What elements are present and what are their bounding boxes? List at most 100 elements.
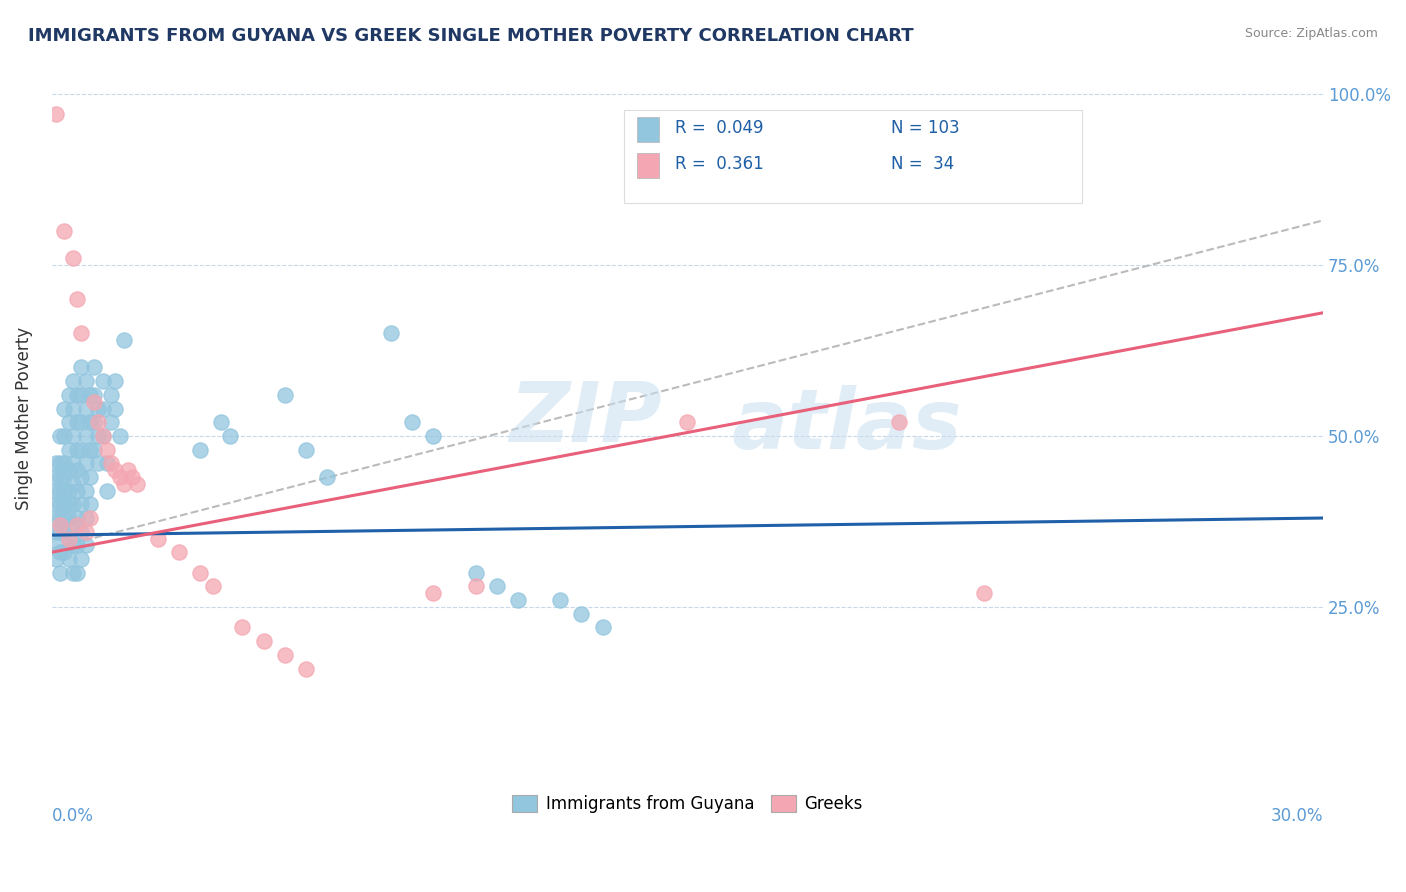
Point	[485, 579, 508, 593]
Point	[70, 415, 93, 429]
Point	[66, 292, 89, 306]
Point	[49, 545, 72, 559]
Point	[45, 483, 67, 498]
Point	[53, 524, 76, 539]
Point	[58, 532, 80, 546]
Point	[422, 429, 444, 443]
Point	[58, 388, 80, 402]
Text: ZIP: ZIP	[509, 378, 662, 459]
Point	[75, 401, 97, 416]
Point	[201, 579, 224, 593]
Point	[45, 470, 67, 484]
Point	[70, 497, 93, 511]
Point	[295, 661, 318, 675]
Point	[58, 463, 80, 477]
Point	[146, 532, 169, 546]
Point	[592, 620, 614, 634]
Point	[79, 511, 101, 525]
Point	[49, 429, 72, 443]
Point	[53, 497, 76, 511]
Point	[49, 456, 72, 470]
Point	[167, 545, 190, 559]
Point	[188, 566, 211, 580]
Point	[108, 470, 131, 484]
Point	[66, 483, 89, 498]
Point	[91, 401, 114, 416]
Point	[58, 483, 80, 498]
Point	[70, 552, 93, 566]
Text: IMMIGRANTS FROM GUYANA VS GREEK SINGLE MOTHER POVERTY CORRELATION CHART: IMMIGRANTS FROM GUYANA VS GREEK SINGLE M…	[28, 27, 914, 45]
Point	[83, 394, 105, 409]
Point	[889, 415, 911, 429]
Point	[125, 476, 148, 491]
Point	[108, 429, 131, 443]
Point	[66, 517, 89, 532]
Point	[49, 483, 72, 498]
Point	[53, 224, 76, 238]
Point	[464, 566, 486, 580]
Point	[70, 326, 93, 341]
Point	[87, 415, 110, 429]
Point	[112, 476, 135, 491]
Point	[79, 388, 101, 402]
Point	[100, 388, 122, 402]
Point	[49, 497, 72, 511]
Point	[53, 545, 76, 559]
Point	[45, 511, 67, 525]
Point	[75, 483, 97, 498]
Point	[45, 538, 67, 552]
Point	[49, 517, 72, 532]
Point	[117, 463, 139, 477]
Point	[96, 456, 118, 470]
Point	[100, 456, 122, 470]
Point	[104, 463, 127, 477]
Point	[253, 634, 276, 648]
Text: atlas: atlas	[733, 385, 963, 467]
Point	[209, 415, 232, 429]
Point	[45, 524, 67, 539]
Point	[62, 566, 84, 580]
Point	[96, 442, 118, 457]
Point	[49, 524, 72, 539]
Point	[401, 415, 423, 429]
FancyBboxPatch shape	[637, 117, 659, 142]
Point	[66, 442, 89, 457]
Point	[506, 593, 529, 607]
Text: N =  34: N = 34	[891, 155, 955, 173]
Point	[45, 107, 67, 121]
Y-axis label: Single Mother Poverty: Single Mother Poverty	[15, 327, 32, 510]
Point	[53, 511, 76, 525]
Point	[62, 429, 84, 443]
Point	[87, 401, 110, 416]
Point	[66, 511, 89, 525]
Text: N = 103: N = 103	[891, 119, 959, 136]
Point	[83, 388, 105, 402]
Point	[62, 517, 84, 532]
Point	[79, 470, 101, 484]
Point	[295, 442, 318, 457]
Point	[91, 374, 114, 388]
Point	[231, 620, 253, 634]
Point	[79, 415, 101, 429]
Point	[83, 442, 105, 457]
Point	[49, 566, 72, 580]
Point	[62, 476, 84, 491]
Point	[45, 497, 67, 511]
Point	[104, 401, 127, 416]
Point	[75, 429, 97, 443]
Legend: Immigrants from Guyana, Greeks: Immigrants from Guyana, Greeks	[506, 789, 869, 820]
Point	[75, 374, 97, 388]
Point	[66, 538, 89, 552]
Point	[571, 607, 593, 621]
Point	[973, 586, 995, 600]
Point	[62, 251, 84, 265]
Point	[274, 388, 297, 402]
Text: 30.0%: 30.0%	[1271, 806, 1323, 825]
Point	[464, 579, 486, 593]
Text: R =  0.361: R = 0.361	[675, 155, 763, 173]
Point	[79, 497, 101, 511]
Point	[62, 538, 84, 552]
Point	[53, 483, 76, 498]
Point	[53, 401, 76, 416]
Point	[75, 538, 97, 552]
